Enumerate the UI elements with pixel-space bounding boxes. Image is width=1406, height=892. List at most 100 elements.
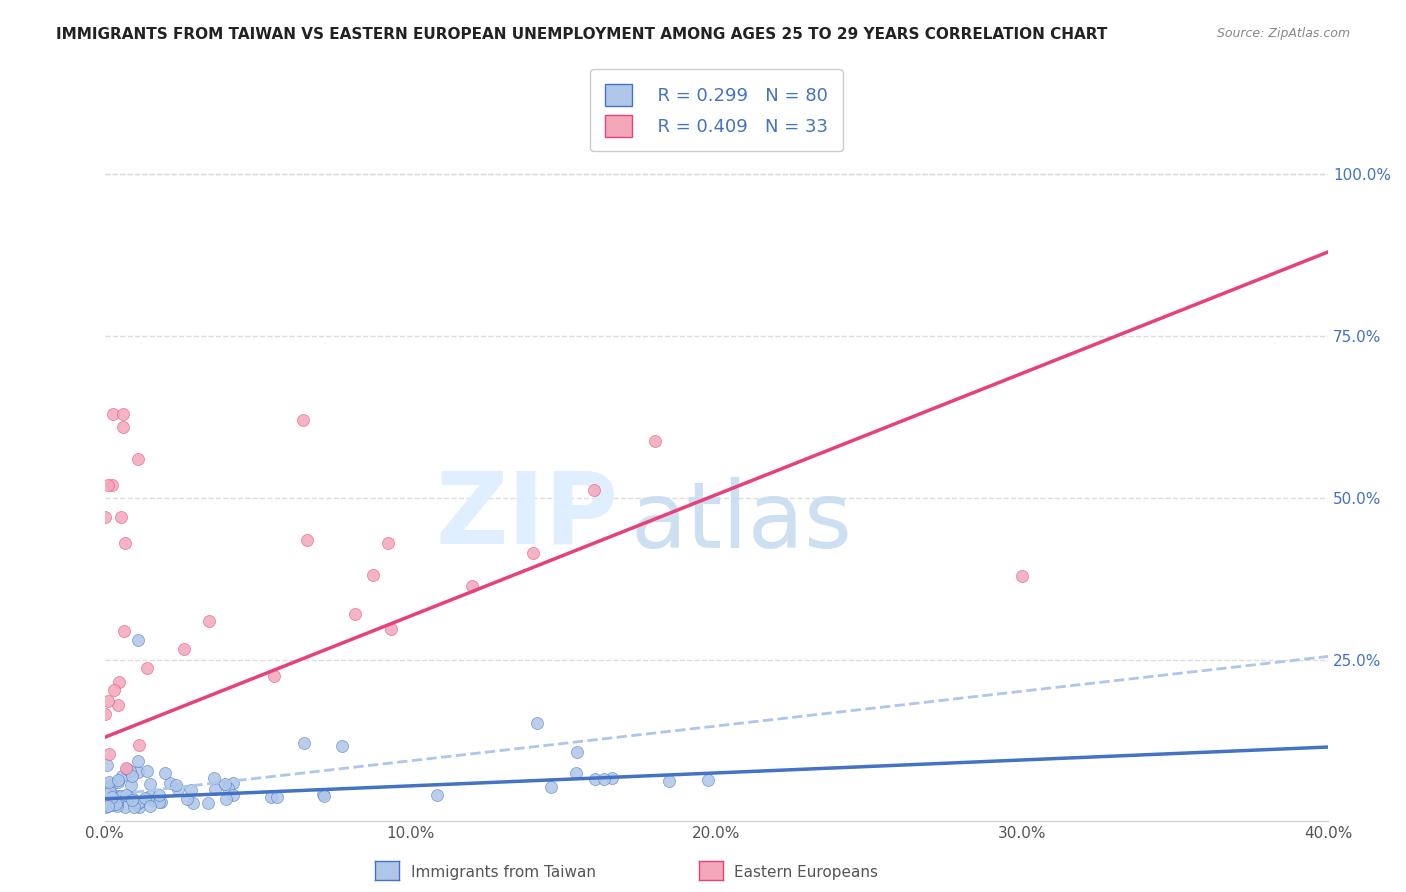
Point [94, 799, 117, 814]
Text: Source: ZipAtlas.com: Source: ZipAtlas.com [1216, 27, 1350, 40]
Point [343, 607, 366, 621]
Point [112, 407, 135, 421]
Point [107, 789, 129, 803]
Point [101, 789, 124, 804]
Point [101, 792, 124, 806]
Point [101, 790, 124, 805]
Point [104, 797, 127, 811]
Point [118, 764, 141, 778]
Point [127, 764, 149, 779]
Point [461, 579, 484, 593]
Text: IMMIGRANTS FROM TAIWAN VS EASTERN EUROPEAN UNEMPLOYMENT AMONG AGES 25 TO 29 YEAR: IMMIGRANTS FROM TAIWAN VS EASTERN EUROPE… [56, 27, 1108, 42]
Point [105, 795, 128, 809]
Point [148, 796, 170, 810]
Point [202, 771, 225, 785]
Point [263, 669, 285, 683]
Point [128, 795, 150, 809]
Point [96, 780, 118, 795]
Point [204, 781, 226, 796]
Point [181, 797, 204, 811]
Text: ZIP: ZIP [436, 467, 619, 564]
Point [107, 698, 129, 712]
Point [139, 799, 162, 814]
Point [148, 788, 170, 802]
Point [142, 793, 165, 807]
Point [110, 789, 132, 804]
Point [127, 796, 149, 810]
Point [198, 614, 221, 628]
Point [292, 413, 315, 427]
Point [215, 792, 238, 806]
Point [94, 706, 117, 721]
Point [139, 789, 162, 804]
Point [295, 533, 318, 548]
Point [100, 798, 122, 813]
Point [592, 772, 614, 786]
Point [121, 768, 143, 782]
Point [135, 661, 157, 675]
Point [112, 624, 135, 638]
Point [112, 419, 135, 434]
Point [136, 764, 159, 778]
Point [1011, 568, 1033, 582]
Point [361, 568, 384, 582]
Point [121, 791, 143, 805]
Point [583, 483, 606, 497]
Point [107, 773, 129, 788]
Point [565, 745, 588, 759]
Point [103, 788, 125, 802]
Point [260, 790, 283, 805]
Point [658, 773, 681, 788]
Point [97, 798, 120, 813]
Point [214, 777, 236, 791]
Point [127, 452, 149, 467]
Point [115, 762, 138, 776]
Point [100, 795, 122, 809]
Point [380, 622, 402, 636]
Point [115, 788, 138, 802]
Point [98, 747, 121, 762]
Point [217, 780, 239, 795]
Point [150, 795, 173, 809]
Point [101, 777, 124, 791]
Point [121, 793, 143, 807]
Point [107, 774, 129, 789]
Point [100, 795, 122, 809]
Point [134, 791, 156, 805]
Point [312, 788, 335, 802]
Point [697, 773, 720, 788]
Point [98, 785, 121, 799]
Point [127, 754, 149, 768]
Point [159, 776, 181, 790]
Text: Eastern Europeans: Eastern Europeans [734, 865, 877, 880]
Point [526, 716, 548, 731]
Point [312, 789, 335, 803]
Point [197, 796, 219, 810]
Point [155, 766, 177, 780]
Point [96, 758, 118, 772]
Legend:   R = 0.299   N = 80,   R = 0.409   N = 33: R = 0.299 N = 80, R = 0.409 N = 33 [591, 70, 842, 152]
Point [94, 795, 117, 809]
Point [114, 536, 136, 550]
Point [644, 434, 666, 448]
Point [180, 783, 202, 797]
Point [222, 776, 245, 790]
Text: atlas: atlas [631, 477, 852, 567]
Point [107, 675, 129, 690]
Point [122, 800, 145, 814]
Point [97, 798, 120, 813]
Point [97, 694, 120, 708]
Point [266, 789, 288, 804]
Point [139, 776, 162, 790]
Point [173, 641, 195, 656]
Point [97, 478, 120, 492]
Point [111, 769, 134, 783]
Point [128, 738, 150, 752]
Point [115, 761, 138, 775]
Point [176, 791, 198, 805]
Point [167, 782, 190, 797]
Point [94, 510, 117, 524]
Point [100, 478, 122, 492]
Point [110, 510, 132, 524]
Point [522, 546, 544, 560]
